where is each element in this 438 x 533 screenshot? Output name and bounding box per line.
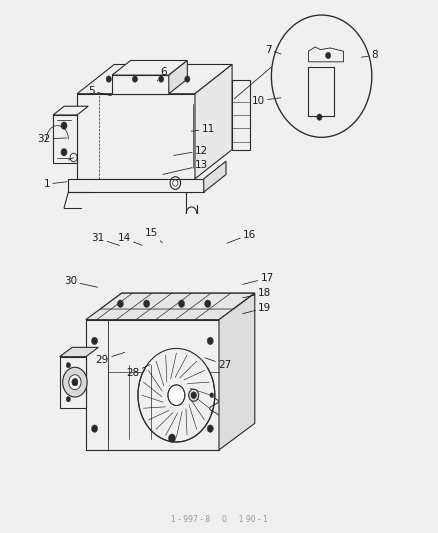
Circle shape (132, 76, 138, 82)
Text: 15: 15 (145, 228, 162, 243)
Text: 31: 31 (92, 233, 120, 245)
Text: 10: 10 (252, 95, 281, 106)
Text: 12: 12 (174, 146, 208, 156)
Text: 30: 30 (64, 277, 98, 287)
Polygon shape (232, 80, 250, 150)
Polygon shape (53, 115, 77, 163)
Circle shape (168, 385, 185, 406)
Circle shape (61, 149, 67, 156)
Circle shape (92, 425, 98, 432)
Polygon shape (60, 348, 99, 357)
Circle shape (66, 397, 71, 402)
Text: 14: 14 (117, 233, 142, 245)
Circle shape (325, 52, 331, 59)
Circle shape (159, 76, 164, 82)
Circle shape (138, 349, 215, 442)
Circle shape (272, 15, 372, 138)
Polygon shape (68, 179, 204, 192)
Polygon shape (169, 61, 187, 94)
Text: 11: 11 (191, 124, 215, 134)
Text: 19: 19 (243, 303, 272, 313)
Polygon shape (219, 293, 255, 450)
Circle shape (173, 180, 178, 186)
Polygon shape (77, 94, 195, 179)
Text: 7: 7 (265, 45, 281, 54)
Circle shape (63, 367, 87, 397)
Polygon shape (86, 293, 255, 320)
Text: 1 - 997 - 8     0     1 90 - 1: 1 - 997 - 8 0 1 90 - 1 (170, 515, 268, 524)
Text: 29: 29 (96, 352, 125, 365)
Circle shape (66, 362, 71, 368)
Polygon shape (60, 357, 86, 408)
Circle shape (169, 434, 176, 442)
Polygon shape (53, 106, 88, 115)
Text: 1: 1 (43, 179, 67, 189)
Polygon shape (112, 61, 187, 75)
Circle shape (92, 337, 98, 345)
Text: 16: 16 (227, 230, 256, 243)
Circle shape (207, 337, 213, 345)
Polygon shape (204, 161, 226, 192)
Circle shape (191, 392, 196, 399)
Text: 17: 17 (243, 273, 274, 285)
Circle shape (317, 114, 322, 120)
Circle shape (69, 375, 81, 390)
Text: 27: 27 (205, 358, 231, 370)
Text: 18: 18 (243, 288, 271, 298)
Circle shape (185, 76, 190, 82)
Text: 13: 13 (163, 160, 208, 174)
Circle shape (189, 389, 199, 401)
Text: 28: 28 (126, 365, 150, 378)
Polygon shape (112, 75, 169, 94)
Text: 5: 5 (88, 86, 112, 96)
Polygon shape (86, 320, 219, 450)
Circle shape (61, 122, 67, 130)
Circle shape (106, 76, 111, 82)
Polygon shape (77, 64, 232, 94)
Circle shape (72, 378, 78, 386)
Circle shape (117, 300, 124, 308)
Text: 6: 6 (157, 68, 167, 81)
Polygon shape (308, 47, 343, 62)
Polygon shape (307, 67, 334, 116)
Ellipse shape (308, 38, 318, 45)
Circle shape (178, 300, 184, 308)
Polygon shape (195, 64, 232, 179)
Text: 8: 8 (361, 51, 378, 60)
Circle shape (144, 300, 150, 308)
Text: 32: 32 (38, 134, 67, 144)
Circle shape (207, 425, 213, 432)
Circle shape (210, 393, 214, 398)
Circle shape (205, 300, 211, 308)
